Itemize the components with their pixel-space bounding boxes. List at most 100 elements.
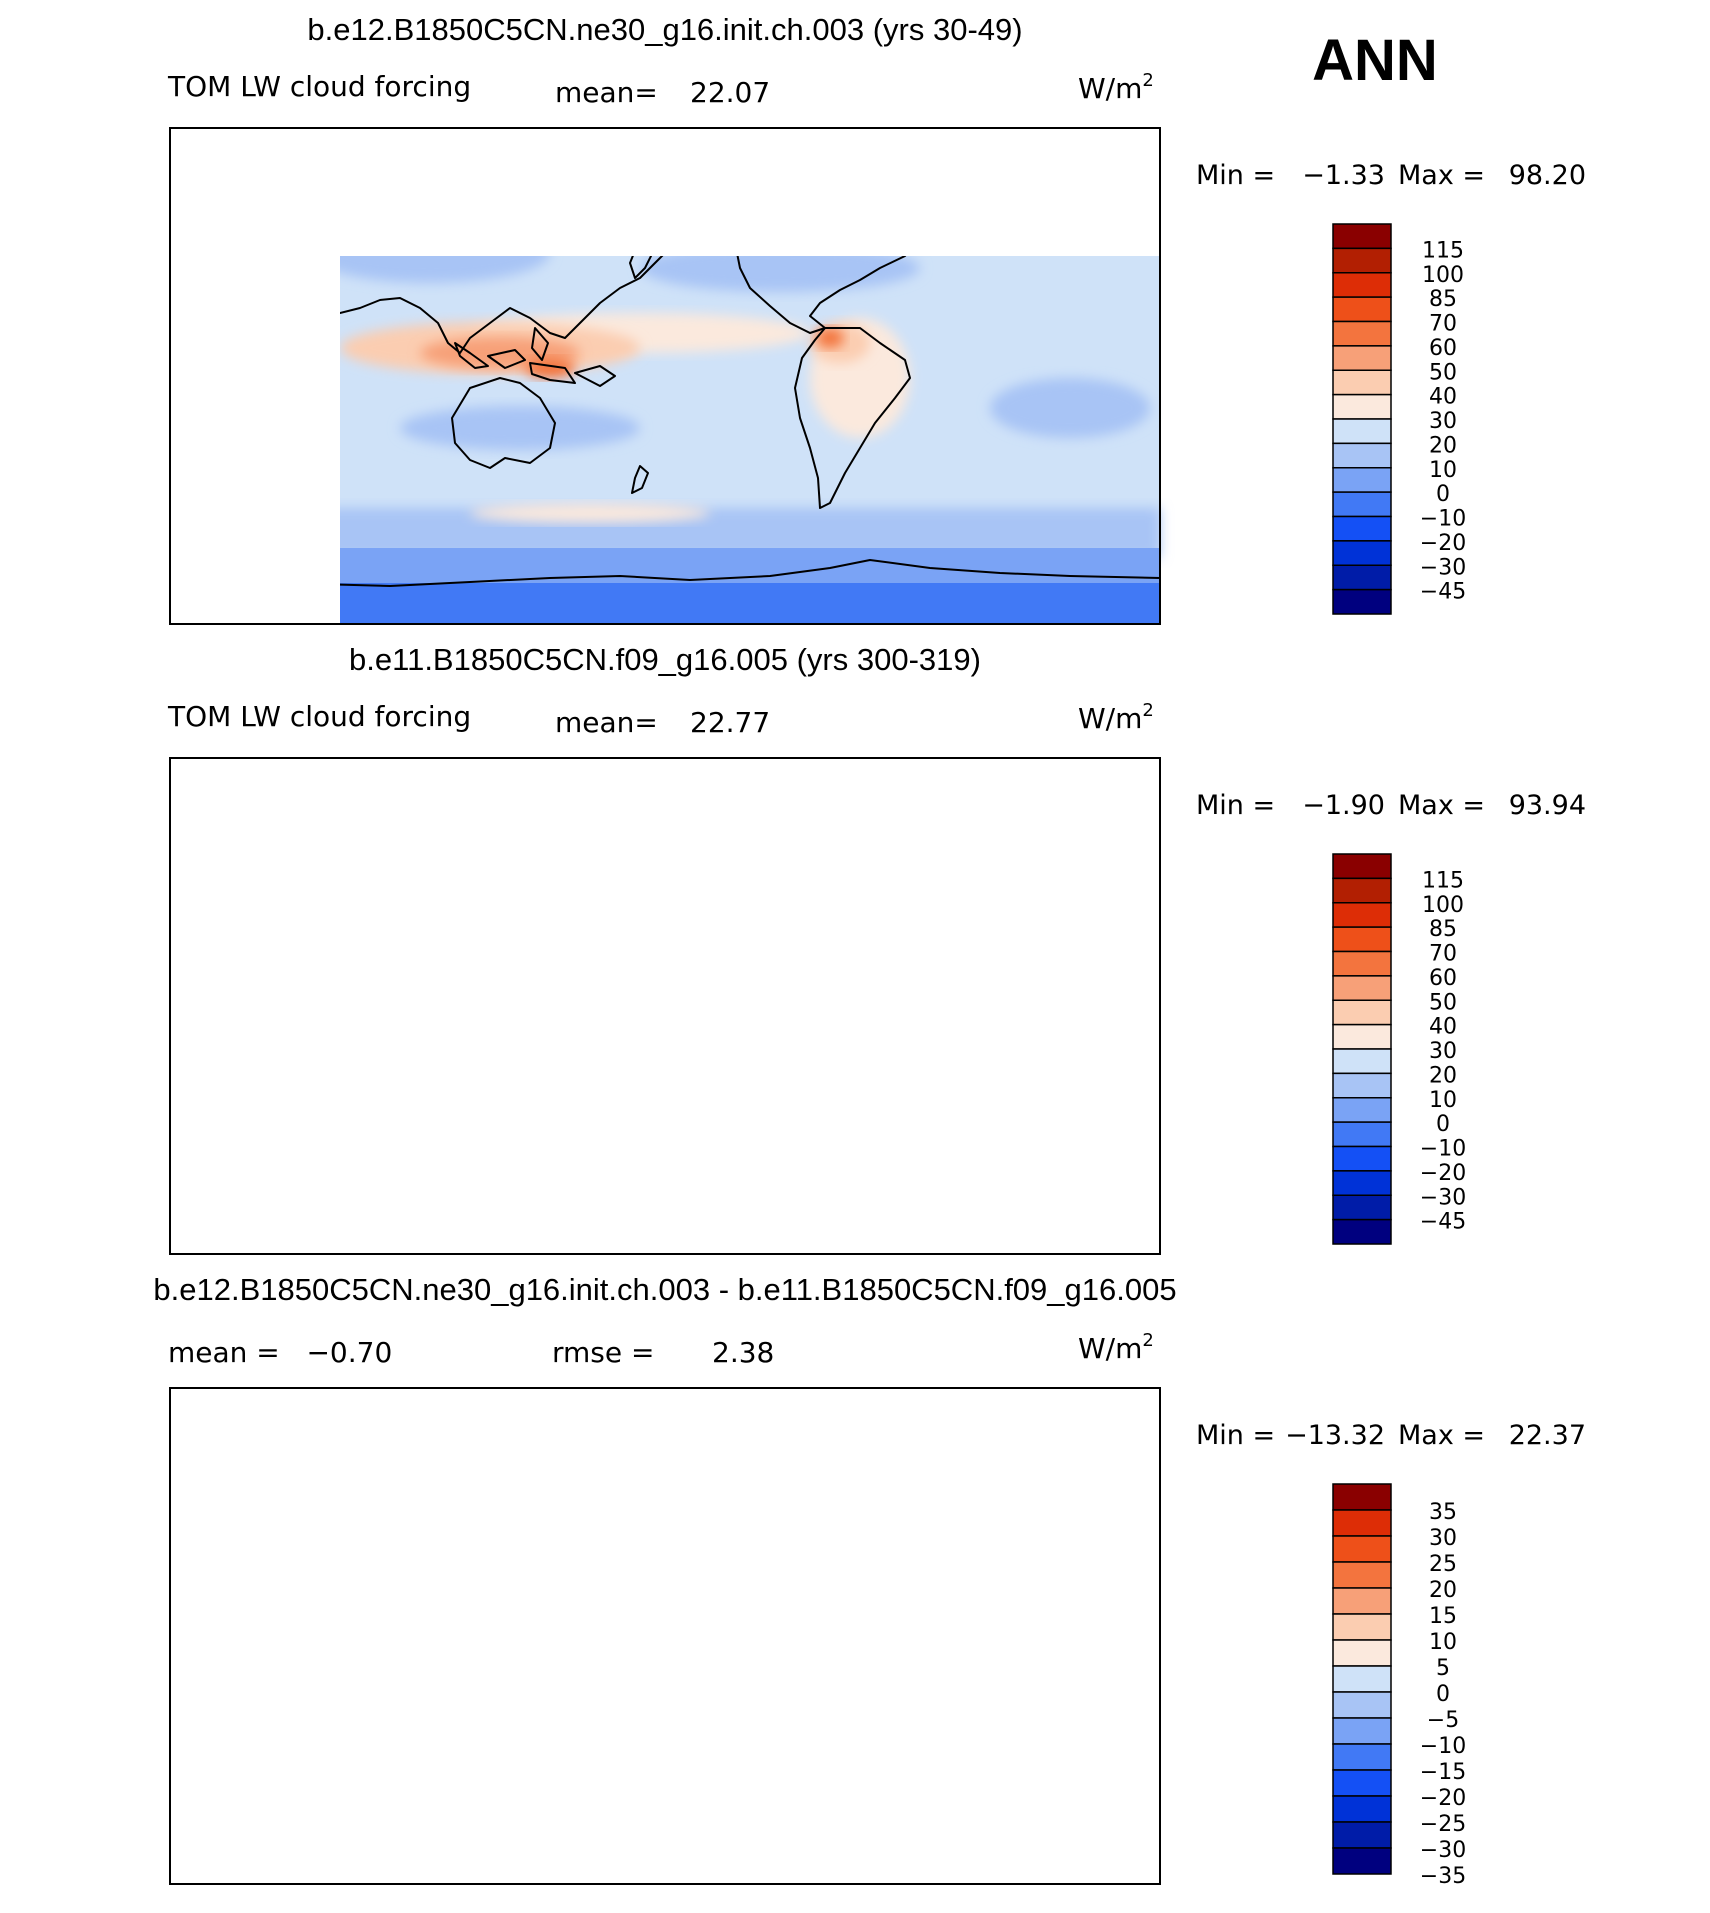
variable-label: TOM LW cloud forcing xyxy=(167,70,471,103)
colorbar-tick-label: 10 xyxy=(1429,1088,1457,1113)
colorbar-tick-label: −45 xyxy=(1420,580,1466,605)
max-label: Max = xyxy=(1398,790,1485,821)
colorbar-tick-label: 5 xyxy=(1436,1656,1450,1681)
colorbar-tick-label: 15 xyxy=(1429,1604,1457,1629)
max-label: Max = xyxy=(1398,1420,1485,1451)
colorbar-swatch xyxy=(1332,223,1392,250)
colorbar-tick-label: 40 xyxy=(1429,1015,1457,1040)
colorbar-swatch xyxy=(1332,1023,1392,1050)
min-label: Min = xyxy=(1196,160,1275,191)
colorbar-swatch xyxy=(1332,1048,1392,1075)
min-value: −1.90 xyxy=(1302,790,1385,821)
max-value: 22.37 xyxy=(1509,1420,1586,1451)
colorbar-swatch xyxy=(1332,877,1392,904)
units-label: W/m2 xyxy=(1078,700,1154,735)
colorbar-tick-label: 70 xyxy=(1429,312,1457,337)
colorbar-swatch xyxy=(1332,1847,1392,1875)
coastline xyxy=(170,1423,1160,1846)
map-frame xyxy=(169,1387,1161,1885)
colorbar-tick-label: 60 xyxy=(1429,966,1457,991)
min-value: −1.33 xyxy=(1302,160,1385,191)
colorbar-swatch xyxy=(1332,369,1392,396)
coastline xyxy=(170,793,1160,1216)
colorbar-tick-label: 115 xyxy=(1422,238,1464,263)
colorbar-tick-label: −45 xyxy=(1420,1210,1466,1235)
colorbar-swatch xyxy=(1332,1194,1392,1221)
colorbar-tick-label: 0 xyxy=(1436,482,1450,507)
mean-label: mean= xyxy=(555,76,658,109)
colorbar-swatch xyxy=(1332,1613,1392,1641)
colorbar-swatch xyxy=(1332,1509,1392,1537)
panel-2: b.e11.B1850C5CN.f09_g16.005 (yrs 300-319… xyxy=(167,642,1586,1255)
colorbar-swatch xyxy=(1332,1691,1392,1719)
colorbar-swatch xyxy=(1332,1072,1392,1099)
colorbar-swatch xyxy=(1332,999,1392,1026)
colorbar-tick-label: 50 xyxy=(1429,360,1457,385)
colorbar-swatch xyxy=(1332,588,1392,615)
max-value: 98.20 xyxy=(1509,160,1586,191)
colorbar-tick-label: 100 xyxy=(1422,893,1464,918)
min-label: Min = xyxy=(1196,790,1275,821)
colorbar-swatch xyxy=(1332,1170,1392,1197)
colorbar-swatch xyxy=(1332,950,1392,977)
map xyxy=(170,758,1160,1254)
colorbar-tick-label: −30 xyxy=(1420,555,1466,580)
colorbar-tick-label: −15 xyxy=(1420,1760,1466,1785)
panel-1: b.e12.B1850C5CN.ne30_g16.init.ch.003 (yr… xyxy=(167,12,1586,625)
colorbar-tick-label: 35 xyxy=(1429,1500,1457,1525)
colorbar-tick-label: −10 xyxy=(1420,1734,1466,1759)
colorbar-swatch xyxy=(1332,296,1392,323)
map-frame xyxy=(169,757,1161,1255)
colorbar-swatch xyxy=(1332,1561,1392,1589)
colorbar-swatch xyxy=(1332,1587,1392,1615)
season-title: ANN xyxy=(1312,28,1438,93)
colorbar-swatch xyxy=(1332,1769,1392,1797)
colorbar-swatch xyxy=(1332,975,1392,1002)
colorbar-swatch xyxy=(1332,1795,1392,1823)
colorbar-tick-label: −10 xyxy=(1420,507,1466,532)
mean-label: mean= xyxy=(555,706,658,739)
mean-value: 22.07 xyxy=(690,76,770,109)
colorbar-tick-label: 10 xyxy=(1429,1630,1457,1655)
colorbar-swatch xyxy=(1332,491,1392,518)
colorbar-swatch xyxy=(1332,442,1392,469)
colorbar-tick-label: −30 xyxy=(1420,1185,1466,1210)
max-value: 93.94 xyxy=(1509,790,1586,821)
colorbar-tick-label: 0 xyxy=(1436,1682,1450,1707)
colorbar-swatch xyxy=(1332,1535,1392,1563)
colorbar-swatch xyxy=(1332,393,1392,420)
panel-title: b.e11.B1850C5CN.f09_g16.005 (yrs 300-319… xyxy=(349,642,981,677)
colorbar-swatch xyxy=(1332,1218,1392,1245)
colorbar-swatch xyxy=(1332,1483,1392,1511)
colorbar-swatch xyxy=(1332,345,1392,372)
colorbar-tick-label: −20 xyxy=(1420,1786,1466,1811)
colorbar-swatch xyxy=(1332,1639,1392,1667)
colorbar-swatch xyxy=(1332,1145,1392,1172)
map xyxy=(340,256,1161,624)
colorbar-swatch xyxy=(1332,418,1392,445)
mean-value: 22.77 xyxy=(690,706,770,739)
colorbar-tick-label: −30 xyxy=(1420,1838,1466,1863)
colorbar-swatch xyxy=(1332,272,1392,298)
colorbar-tick-label: 20 xyxy=(1429,1578,1457,1603)
colorbar-swatch xyxy=(1332,853,1392,880)
min-value: −13.32 xyxy=(1285,1420,1385,1451)
max-label: Max = xyxy=(1398,160,1485,191)
colorbar-swatch xyxy=(1332,467,1392,493)
variable-label: TOM LW cloud forcing xyxy=(167,700,471,733)
colorbar-tick-label: 50 xyxy=(1429,990,1457,1015)
colorbar-tick-label: 30 xyxy=(1429,1039,1457,1064)
colorbar-swatch xyxy=(1332,540,1392,567)
panel-title: b.e12.B1850C5CN.ne30_g16.init.ch.003 - b… xyxy=(153,1272,1176,1307)
colorbar-swatch xyxy=(1332,1665,1392,1693)
colorbar-tick-label: 25 xyxy=(1429,1552,1457,1577)
colorbar-tick-label: 70 xyxy=(1429,942,1457,967)
map xyxy=(170,1388,1160,1884)
map-frame xyxy=(169,127,1161,625)
colorbar-swatch xyxy=(1332,1097,1392,1123)
colorbar-swatch xyxy=(1332,1743,1392,1771)
colorbar-tick-label: −5 xyxy=(1427,1708,1459,1733)
